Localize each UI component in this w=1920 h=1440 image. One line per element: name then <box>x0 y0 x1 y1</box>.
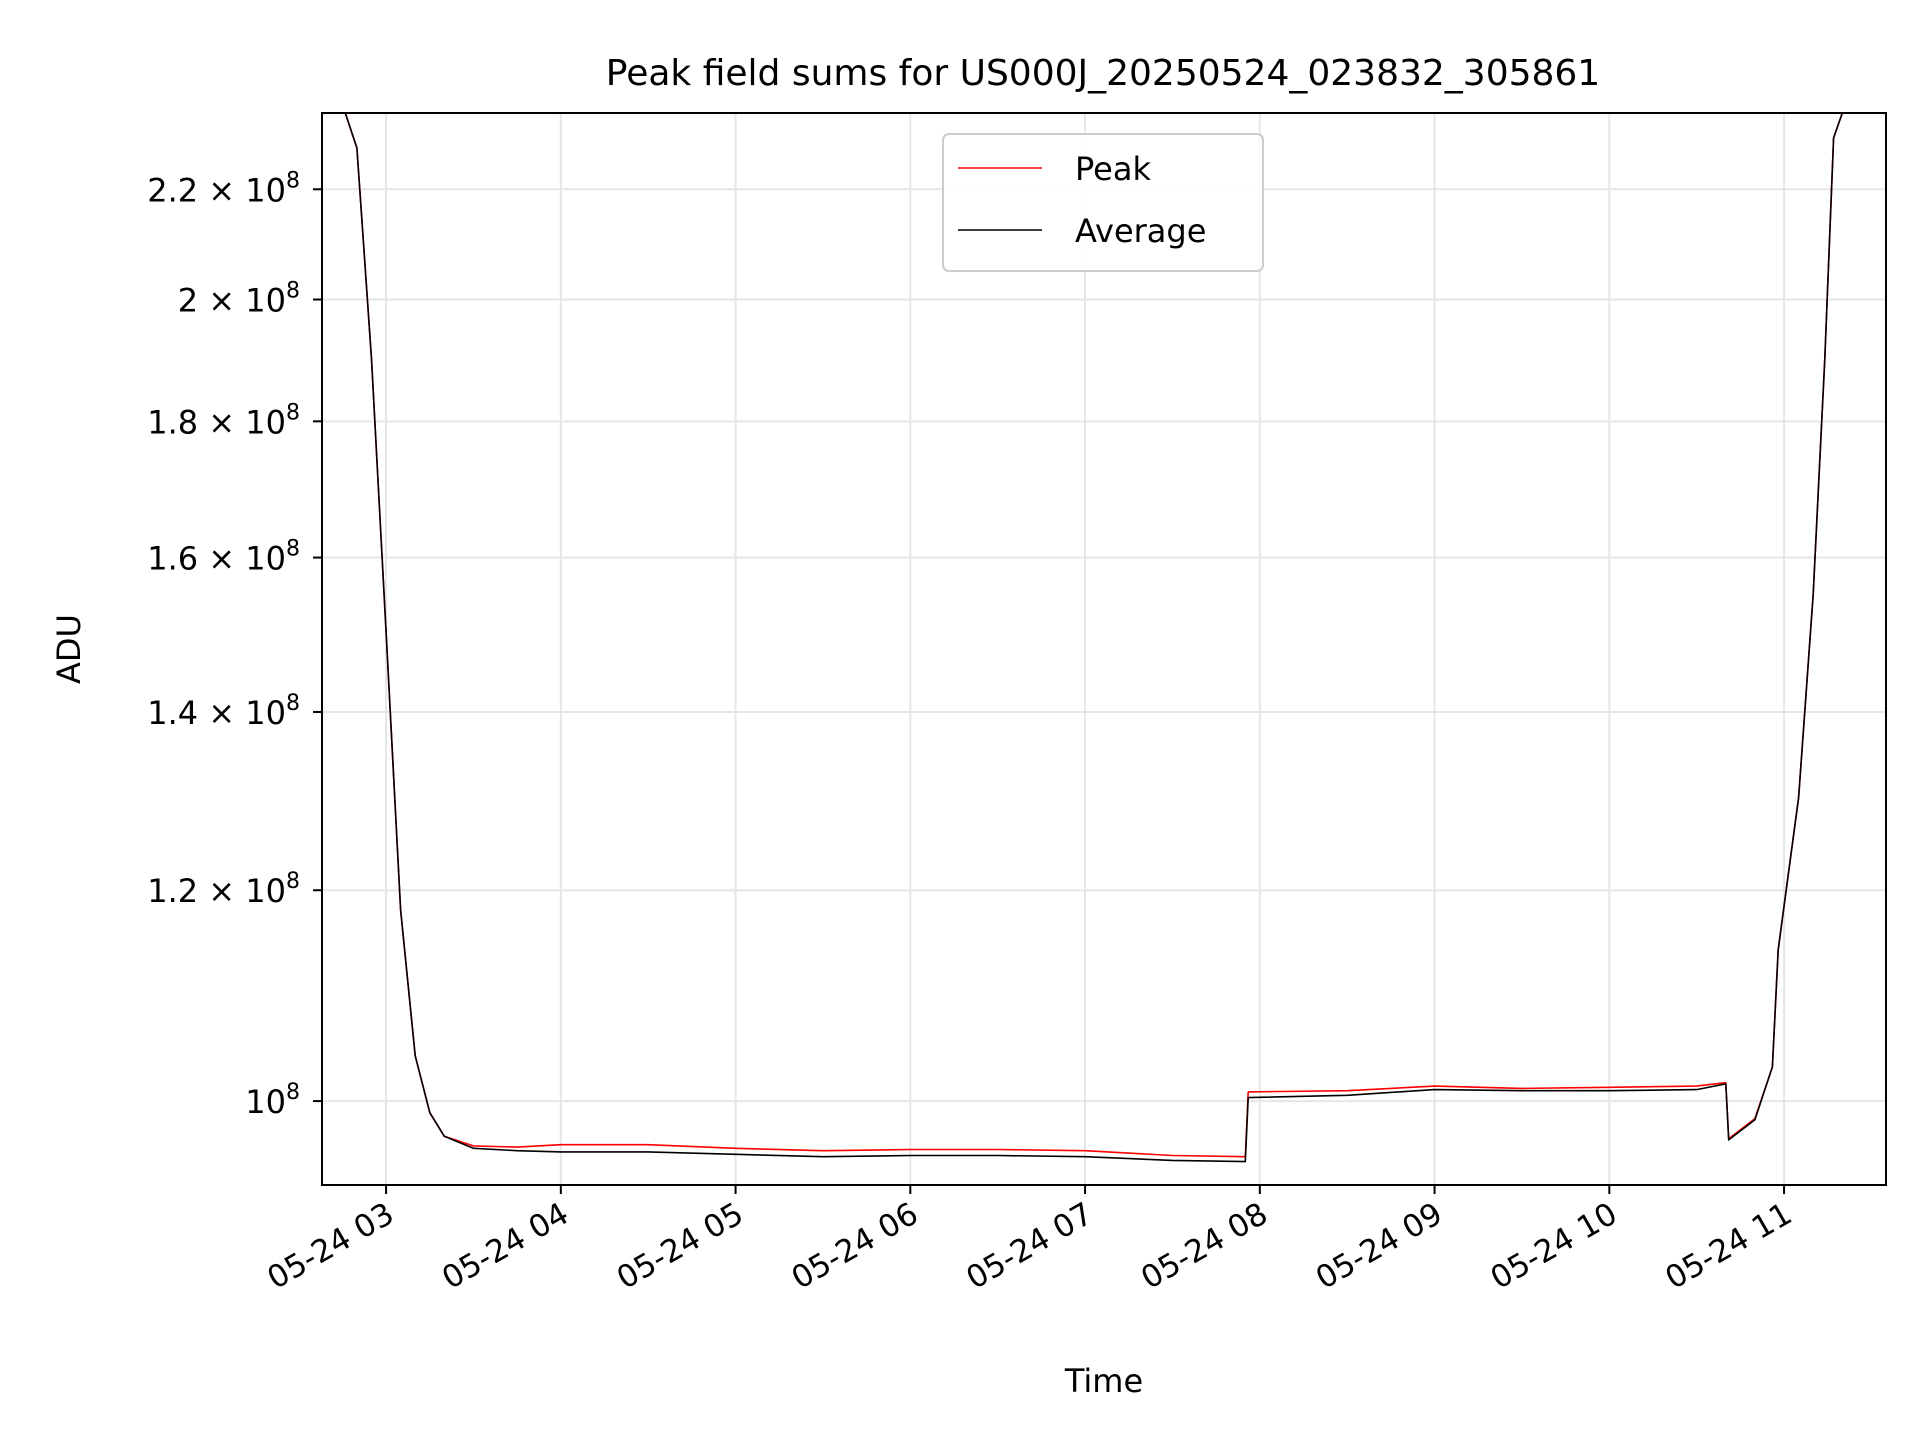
y-axis-label: ADU <box>50 614 88 684</box>
chart-title: Peak field sums for US000J_20250524_0238… <box>606 53 1600 94</box>
y-tick-exponent: 8 <box>286 1080 300 1105</box>
x-axis-label: Time <box>1064 1362 1143 1400</box>
y-tick-label: 1.2 × 108 <box>147 869 300 910</box>
y-tick-exponent: 8 <box>286 278 300 303</box>
y-tick-mantissa: 2 × 10 <box>178 281 286 319</box>
legend-label-average: Average <box>1075 212 1206 250</box>
y-tick-exponent: 8 <box>286 869 300 894</box>
y-tick-exponent: 8 <box>286 168 300 193</box>
y-tick-label: 1.6 × 108 <box>147 537 300 578</box>
y-tick-exponent: 8 <box>286 400 300 425</box>
grid-lines <box>322 113 1886 1185</box>
y-tick-exponent: 8 <box>286 691 300 716</box>
legend: Peak Average <box>942 133 1264 272</box>
plot-frame <box>321 112 1887 1186</box>
y-tick-label: 2.2 × 108 <box>147 168 300 209</box>
series-layer <box>322 112 1886 1163</box>
y-tick-mantissa: 10 <box>245 1083 286 1121</box>
y-tick-label: 2 × 108 <box>178 278 300 319</box>
y-tick-exponent: 8 <box>286 537 300 562</box>
legend-label-peak: Peak <box>1075 150 1151 188</box>
y-tick-mantissa: 1.2 × 10 <box>147 872 286 910</box>
series-line-average <box>322 112 1886 1163</box>
y-tick-mantissa: 1.6 × 10 <box>147 540 286 578</box>
y-tick-mantissa: 2.2 × 10 <box>147 171 286 209</box>
y-tick-mantissa: 1.8 × 10 <box>147 403 286 441</box>
y-tick-label: 108 <box>245 1080 300 1121</box>
y-tick-label: 1.4 × 108 <box>147 691 300 732</box>
y-tick-label: 1.8 × 108 <box>147 400 300 441</box>
y-tick-mantissa: 1.4 × 10 <box>147 694 286 732</box>
